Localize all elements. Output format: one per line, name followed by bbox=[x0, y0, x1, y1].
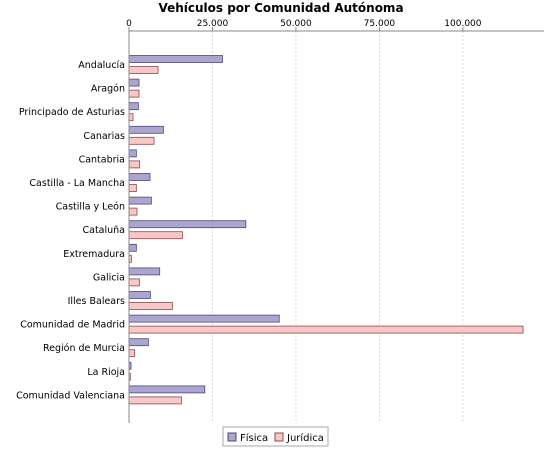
legend-swatch-fisica bbox=[227, 432, 237, 442]
bar-fisica bbox=[128, 385, 206, 394]
bar-juridica bbox=[128, 349, 136, 358]
category-labels: Andalucía Aragón Principado de Asturias Can… bbox=[16, 60, 125, 401]
category-label: Comunidad de Madrid bbox=[20, 320, 125, 331]
bar-fisica bbox=[128, 267, 161, 276]
bar-juridica bbox=[128, 231, 183, 240]
category-label: Aragón bbox=[91, 84, 125, 95]
legend: Física Jurídica bbox=[222, 426, 329, 447]
grid-lines bbox=[211, 31, 464, 423]
bar-fisica bbox=[128, 314, 280, 323]
bar-juridica bbox=[128, 136, 155, 145]
bar-fisica bbox=[128, 291, 151, 299]
bar-fisica bbox=[128, 196, 152, 205]
chart-title: Vehículos por Comunidad Autónoma bbox=[158, 1, 403, 15]
bar-juridica bbox=[128, 207, 138, 216]
category-label: Galicia bbox=[93, 272, 125, 283]
bar-juridica bbox=[128, 325, 524, 334]
tick-label: 25.000 bbox=[197, 19, 229, 29]
bar-fisica bbox=[128, 243, 137, 252]
tick-label: 100.000 bbox=[444, 19, 481, 29]
category-label: Extremadura bbox=[63, 249, 125, 260]
x-axis-ticks: 0 25.000 50.000 75.000 100.000 bbox=[126, 19, 544, 32]
category-label: Principado de Asturias bbox=[19, 107, 125, 118]
category-label: Castilla y León bbox=[56, 202, 125, 213]
bar-juridica bbox=[128, 160, 141, 169]
tick-label: 0 bbox=[126, 19, 132, 29]
category-label: Cantabria bbox=[79, 154, 125, 165]
category-label: Cataluña bbox=[82, 225, 125, 236]
bar-fisica bbox=[128, 78, 140, 87]
category-label: Región de Murcia bbox=[43, 343, 125, 354]
bar-fisica bbox=[128, 220, 247, 229]
bar-juridica bbox=[128, 89, 140, 98]
legend-swatch-juridica bbox=[274, 432, 284, 442]
bar-juridica bbox=[128, 278, 140, 287]
category-label: Canarias bbox=[83, 131, 125, 142]
bar-fisica bbox=[128, 102, 139, 111]
legend-label-fisica: Física bbox=[240, 432, 268, 444]
legend-label-juridica: Jurídica bbox=[286, 432, 324, 444]
tick-label: 50.000 bbox=[280, 19, 312, 29]
bar-juridica bbox=[128, 184, 137, 192]
bar-juridica bbox=[128, 302, 173, 310]
category-label: Andalucía bbox=[78, 60, 125, 71]
bar-fisica bbox=[128, 149, 137, 158]
tick-label: 75.000 bbox=[364, 19, 396, 29]
category-label: La Rioja bbox=[87, 367, 125, 378]
bar-juridica bbox=[128, 66, 159, 74]
category-label: Castilla - La Mancha bbox=[29, 178, 125, 189]
bar-juridica bbox=[128, 113, 134, 122]
category-label: Illes Balears bbox=[68, 296, 125, 307]
bar-fisica bbox=[128, 125, 164, 134]
bar-fisica bbox=[128, 173, 151, 181]
bar-fisica bbox=[128, 338, 149, 347]
bar-juridica bbox=[128, 396, 182, 405]
bar-fisica bbox=[128, 55, 223, 63]
bars bbox=[128, 55, 524, 405]
category-label: Comunidad Valenciana bbox=[16, 390, 125, 401]
